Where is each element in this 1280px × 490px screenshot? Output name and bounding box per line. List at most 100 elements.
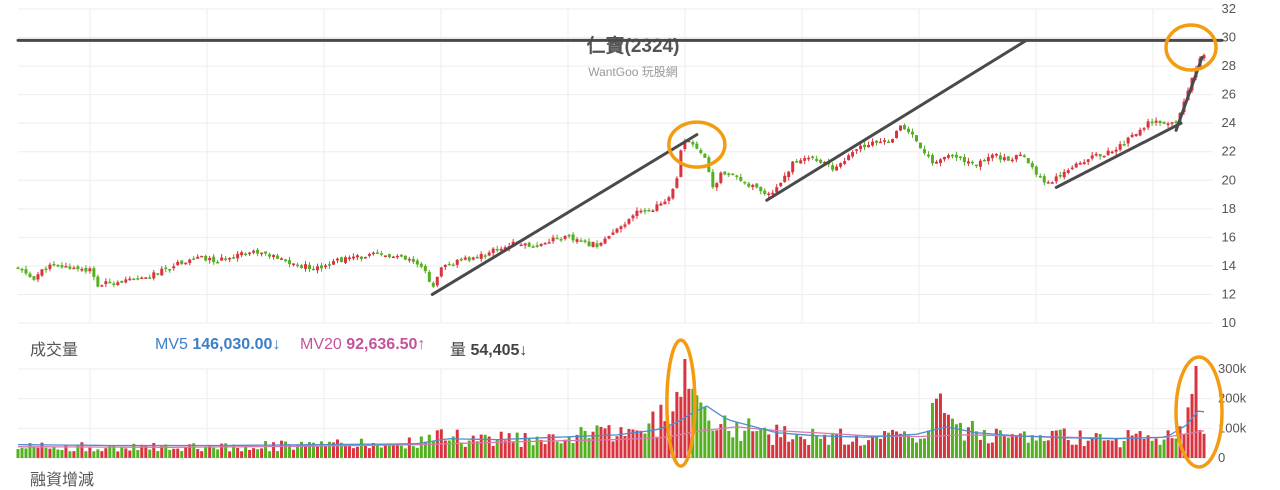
volume-bar bbox=[312, 442, 316, 458]
candle-body bbox=[32, 276, 36, 280]
volume-bar bbox=[124, 448, 128, 458]
vol-label: 量 bbox=[450, 342, 467, 359]
volume-bar bbox=[1050, 430, 1054, 458]
volume-bar bbox=[1106, 440, 1110, 458]
candle-body bbox=[160, 268, 164, 276]
volume-bar bbox=[619, 427, 623, 458]
candle-body bbox=[427, 271, 431, 282]
candle-body bbox=[671, 189, 675, 199]
volume-bar bbox=[304, 444, 308, 458]
volume-bar bbox=[946, 414, 950, 458]
volume-bar bbox=[491, 445, 495, 458]
volume-bar bbox=[1010, 434, 1014, 458]
candle-body bbox=[907, 128, 911, 133]
candle-body bbox=[539, 243, 543, 246]
volume-bar bbox=[1038, 435, 1042, 458]
volume-bar bbox=[280, 440, 284, 458]
volume-bar bbox=[907, 435, 911, 458]
volume-bar bbox=[703, 406, 707, 458]
candle-body bbox=[296, 264, 300, 267]
volume-bars bbox=[16, 359, 1206, 458]
candle-body bbox=[998, 155, 1002, 160]
volume-bar bbox=[507, 433, 511, 458]
volume-bar bbox=[1090, 437, 1094, 458]
candle-body bbox=[471, 257, 475, 260]
candle-body bbox=[779, 182, 783, 186]
candle-body bbox=[763, 190, 767, 195]
volume-bar bbox=[1150, 440, 1154, 458]
volume-bar bbox=[755, 431, 759, 458]
volume-bar bbox=[807, 445, 811, 458]
candle-body bbox=[455, 259, 459, 265]
volume-bar bbox=[140, 444, 144, 458]
volume-bar bbox=[1182, 434, 1186, 458]
candle-body bbox=[411, 258, 415, 262]
volume-bar bbox=[168, 449, 172, 458]
volume-bar bbox=[56, 449, 60, 458]
volume-bar bbox=[527, 438, 531, 458]
volume-bar bbox=[986, 443, 990, 458]
volume-bar bbox=[32, 446, 36, 458]
candle-body bbox=[463, 257, 467, 260]
volume-bar bbox=[48, 448, 52, 458]
candle-body bbox=[595, 243, 599, 247]
candle-body bbox=[68, 266, 72, 269]
volume-bar bbox=[831, 432, 835, 458]
volume-bar bbox=[88, 447, 92, 458]
candle-body bbox=[1042, 176, 1046, 183]
volume-bar bbox=[835, 434, 839, 458]
candle-body bbox=[819, 159, 823, 163]
candle-body bbox=[236, 253, 240, 259]
candle-body bbox=[659, 203, 663, 206]
volume-bar bbox=[96, 449, 100, 458]
candle-body bbox=[36, 274, 40, 280]
volume-header: 成交量 MV5 146,030.00↓ MV20 92,636.50↑ 量 54… bbox=[0, 336, 1280, 360]
volume-tick-label: 300k bbox=[1218, 361, 1247, 376]
highlight-circles bbox=[665, 23, 1224, 469]
candle-body bbox=[120, 280, 124, 283]
volume-bar bbox=[232, 444, 236, 458]
volume-bar bbox=[347, 445, 351, 458]
volume-bar bbox=[867, 440, 871, 458]
candle-body bbox=[551, 237, 555, 242]
candle-body bbox=[164, 267, 168, 270]
candle-body bbox=[331, 261, 335, 265]
candle-body bbox=[140, 277, 144, 280]
candle-body bbox=[439, 267, 443, 277]
volume-bar bbox=[743, 430, 747, 458]
candle-body bbox=[571, 234, 575, 241]
volume-bar bbox=[471, 435, 475, 458]
volume-bar bbox=[551, 434, 555, 458]
volume-bar bbox=[775, 424, 779, 458]
chart-grid bbox=[18, 8, 1213, 459]
candle-body bbox=[407, 258, 411, 261]
candle-body bbox=[371, 252, 375, 255]
candle-body bbox=[1158, 120, 1162, 124]
candle-body bbox=[970, 161, 974, 164]
volume-bar bbox=[1114, 438, 1118, 458]
volume-bar bbox=[36, 447, 40, 458]
volume-bar bbox=[843, 444, 847, 458]
highlight-circle bbox=[1164, 23, 1218, 72]
candle-body bbox=[1030, 163, 1034, 168]
candle-body bbox=[1026, 158, 1030, 164]
candle-body bbox=[543, 243, 547, 245]
candle-body bbox=[958, 156, 962, 159]
candle-body bbox=[184, 262, 188, 265]
volume-bar bbox=[611, 441, 615, 458]
volume-bar bbox=[399, 445, 403, 458]
volume-bar bbox=[359, 438, 363, 458]
volume-bar bbox=[751, 431, 755, 458]
volume-bar bbox=[403, 448, 407, 458]
volume-bar bbox=[116, 451, 120, 458]
volume-tick-label: 100k bbox=[1218, 420, 1247, 435]
candle-body bbox=[719, 172, 723, 183]
volume-bar bbox=[260, 448, 264, 458]
candle-body bbox=[228, 257, 232, 260]
candle-body bbox=[950, 154, 954, 157]
volume-bar bbox=[819, 438, 823, 458]
candle-body bbox=[272, 255, 276, 258]
candle-body bbox=[1202, 54, 1206, 59]
candle-body bbox=[523, 243, 527, 246]
candle-body bbox=[895, 130, 899, 139]
